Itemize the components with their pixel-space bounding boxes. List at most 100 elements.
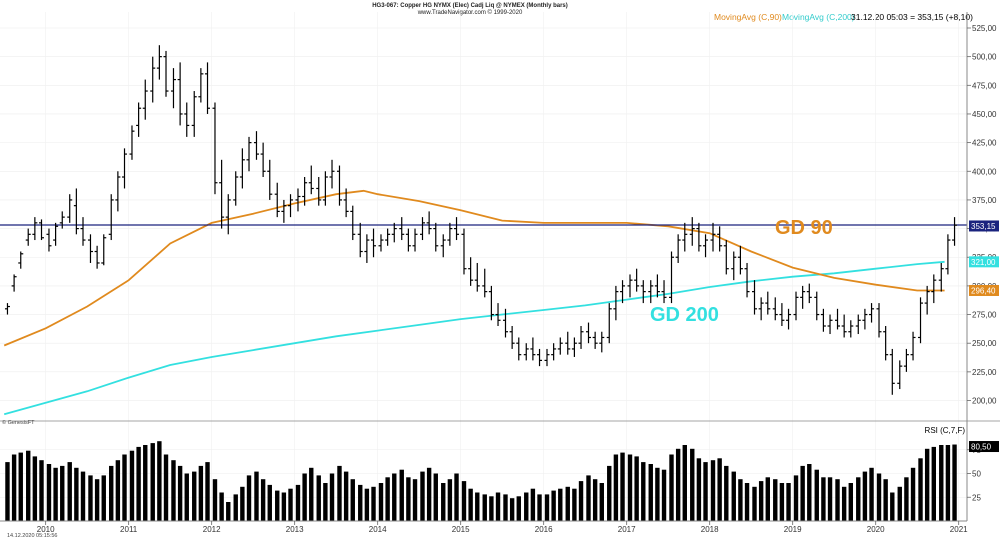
ohlc-bar xyxy=(46,228,52,252)
ohlc-bar xyxy=(779,303,785,327)
ohlc-bar xyxy=(613,285,619,321)
ohlc-bar xyxy=(675,234,681,263)
rsi-bar xyxy=(447,479,453,521)
ohlc-bar xyxy=(571,337,577,357)
price-tick-label: 425,00 xyxy=(972,139,997,148)
rsi-bar xyxy=(724,465,729,521)
ohlc-bars xyxy=(4,45,958,395)
ohlc-bar xyxy=(385,228,391,246)
rsi-bar xyxy=(18,452,23,521)
ohlc-bar xyxy=(599,331,605,353)
ohlc-bar xyxy=(835,308,841,330)
rsi-bar xyxy=(219,492,224,521)
rsi-bar xyxy=(129,450,135,521)
rsi-bar xyxy=(143,445,148,521)
ohlc-bar xyxy=(454,217,460,241)
ohlc-bar xyxy=(578,326,584,349)
x-tick-label: 2019 xyxy=(784,525,802,534)
ohlc-bar xyxy=(474,262,480,292)
rsi-bar xyxy=(869,467,874,521)
rsi-bar xyxy=(67,462,72,521)
ohlc-bar xyxy=(316,177,322,206)
ohlc-bar xyxy=(634,268,640,292)
ohlc-bar xyxy=(129,125,135,160)
gd90-annotation: GD 90 xyxy=(775,217,833,239)
price-badge-text: 353,15 xyxy=(971,222,996,231)
ohlc-bar xyxy=(565,331,571,355)
ohlc-bar xyxy=(350,205,356,241)
ohlc-bar xyxy=(897,360,903,390)
ohlc-bar xyxy=(924,285,930,315)
rsi-bar xyxy=(39,460,44,521)
ohlc-bar xyxy=(910,331,916,361)
rsi-bar xyxy=(578,481,584,521)
ohlc-bar xyxy=(343,188,349,218)
x-tick-label: 2015 xyxy=(452,525,470,534)
ohlc-bar xyxy=(820,308,826,332)
rsi-bar xyxy=(385,477,390,521)
rsi-bar xyxy=(717,458,722,521)
ohlc-bar xyxy=(302,177,308,206)
rsi-bar xyxy=(738,479,743,521)
rsi-bar xyxy=(565,486,570,521)
x-tick-label: 2010 xyxy=(37,525,55,534)
ohlc-bar xyxy=(592,331,598,349)
rsi-bar xyxy=(46,464,52,521)
ohlc-bar xyxy=(212,102,218,195)
price-tick-label: 225,00 xyxy=(972,368,997,377)
x-tick-label: 2012 xyxy=(203,525,221,534)
ohlc-bar xyxy=(703,234,709,258)
rsi-bar xyxy=(32,456,38,521)
ma90-badge: 296,40 xyxy=(969,284,999,296)
ohlc-bar xyxy=(869,303,875,323)
rsi-bar xyxy=(516,496,521,521)
x-tick-label: 2020 xyxy=(867,525,885,534)
rsi-bar xyxy=(856,477,861,521)
rsi-bar xyxy=(88,475,93,521)
axes: 200,00225,00250,00275,00300,00325,00350,… xyxy=(0,12,1000,534)
ohlc-bar xyxy=(67,194,73,223)
ohlc-bar xyxy=(260,142,266,178)
x-tick-label: 2021 xyxy=(950,525,968,534)
ohlc-bar xyxy=(945,234,951,275)
rsi-bar xyxy=(406,477,411,521)
ohlc-bar xyxy=(108,194,114,241)
rsi-bar xyxy=(267,484,272,521)
rsi-bar xyxy=(433,473,438,521)
ma200-badge: 321,00 xyxy=(969,256,999,268)
rsi-bar xyxy=(80,471,86,521)
rsi-bar xyxy=(910,467,916,521)
rsi-bar xyxy=(939,445,944,521)
rsi-bar xyxy=(904,477,909,521)
ohlc-bar xyxy=(495,303,501,327)
ohlc-bar xyxy=(371,228,377,258)
rsi-bar xyxy=(821,477,826,521)
ohlc-bar xyxy=(94,245,100,269)
rsi-bar xyxy=(503,494,508,521)
ohlc-bar xyxy=(883,326,889,361)
ohlc-bar xyxy=(648,280,654,304)
ohlc-bar xyxy=(855,314,861,335)
x-tick-label: 2013 xyxy=(286,525,304,534)
ohlc-bar xyxy=(509,326,515,349)
rsi-bar xyxy=(5,462,10,521)
price-tick-label: 450,00 xyxy=(972,110,997,119)
rsi-bar xyxy=(260,479,266,521)
rsi-bar xyxy=(620,452,625,521)
ohlc-bar xyxy=(336,165,342,206)
price-tick-label: 400,00 xyxy=(972,167,997,176)
ma90-badge-box xyxy=(969,284,999,296)
ohlc-bar xyxy=(225,194,231,235)
rsi-bar xyxy=(537,494,542,521)
x-tick-label: 2017 xyxy=(618,525,636,534)
ohlc-bar xyxy=(551,343,557,361)
rsi-bar xyxy=(53,467,58,521)
rsi-bar xyxy=(918,458,923,521)
ohlc-bar xyxy=(101,234,107,266)
ohlc-bar xyxy=(696,222,702,252)
ohlc-bar xyxy=(115,171,121,212)
rsi-title: RSI (C,7,F) xyxy=(925,426,966,435)
ohlc-bar xyxy=(806,283,812,304)
ohlc-bar xyxy=(25,228,31,246)
rsi-bar xyxy=(246,475,252,521)
